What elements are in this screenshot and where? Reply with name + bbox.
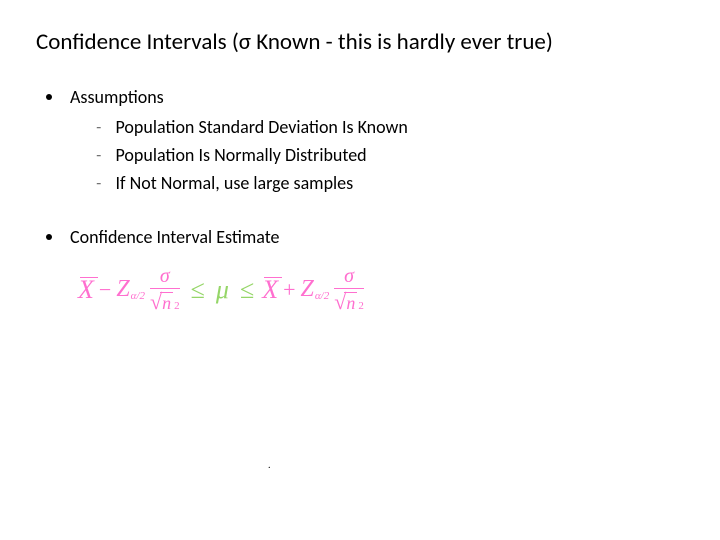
confidence-interval-formula: X−Zα/2σ√n2≤μ≤X+Zα/2σ√n2: [78, 266, 684, 313]
bullet-dash-icon: –: [96, 144, 101, 168]
bullet-assumption-1: – Population Standard Deviation Is Known: [96, 116, 684, 140]
bullet-text: Assumptions: [70, 86, 164, 108]
sigma-over-root-n: σ√n2: [150, 266, 180, 313]
formula-region: X−Zα/2σ√n2≤μ≤X+Zα/2σ√n2: [78, 266, 684, 313]
x-bar-symbol: X: [262, 275, 278, 305]
bullet-estimate: Confidence Interval Estimate: [46, 226, 684, 248]
sigma-over-root-n: σ√n2: [334, 266, 364, 313]
bullet-text: Population Standard Deviation Is Known: [115, 116, 407, 138]
z-alpha-half: Zα/2: [301, 276, 330, 303]
bullet-dot-icon: [46, 234, 52, 240]
z-alpha-half: Zα/2: [116, 276, 145, 303]
bullet-text: Population Is Normally Distributed: [115, 144, 366, 166]
stray-dot: .: [268, 458, 271, 471]
bullet-dot-icon: [46, 94, 52, 100]
bullet-assumptions: Assumptions: [46, 86, 684, 108]
bullet-text: If Not Normal, use large samples: [115, 172, 353, 194]
bullet-assumption-2: – Population Is Normally Distributed: [96, 144, 684, 168]
bullet-dash-icon: –: [96, 172, 101, 196]
x-bar-symbol: X: [78, 275, 94, 305]
mu-symbol: μ: [213, 275, 232, 305]
bullet-dash-icon: –: [96, 116, 101, 140]
bullet-text: Confidence Interval Estimate: [70, 226, 280, 248]
slide-root: Confidence Intervals (σ Known - this is …: [0, 0, 720, 540]
slide-title: Confidence Intervals (σ Known - this is …: [36, 28, 684, 56]
bullet-assumption-3: – If Not Normal, use large samples: [96, 172, 684, 196]
